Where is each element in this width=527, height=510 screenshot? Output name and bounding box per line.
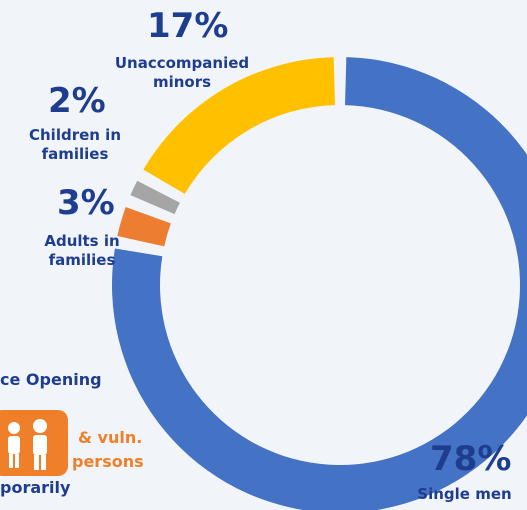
category-label-adults: Adults in families	[22, 232, 142, 270]
category-label-children: Children in families	[10, 126, 140, 164]
category-label-line: Adults in	[44, 232, 120, 250]
value-label-children: 2%	[48, 81, 106, 121]
value-label-single-men: 78%	[430, 439, 512, 479]
category-label-line: families	[41, 145, 109, 163]
category-label-line: Unaccompanied	[114, 54, 250, 72]
category-label-line: Single men	[417, 485, 512, 503]
category-label-minors: Unaccompanied minors	[97, 54, 267, 92]
vuln-text-line2: persons	[72, 452, 144, 471]
family-icon	[0, 410, 68, 476]
category-label-single-men: Single men	[402, 485, 527, 504]
vuln-text-line1: & vuln.	[78, 428, 143, 447]
donut-hole	[161, 106, 519, 464]
opening-text: ce Opening	[0, 370, 102, 389]
category-label-line: families	[48, 251, 116, 269]
temporarily-text: porarily	[0, 478, 71, 497]
value-label-adults: 3%	[57, 183, 115, 223]
value-label-minors: 17%	[147, 6, 229, 46]
slice-children-in-families	[130, 180, 180, 215]
category-label-line: Children in	[29, 126, 121, 144]
category-label-line: minors	[152, 73, 212, 91]
slice-adults-in-families	[117, 207, 171, 247]
slice-unaccompanied-minors	[143, 57, 335, 194]
